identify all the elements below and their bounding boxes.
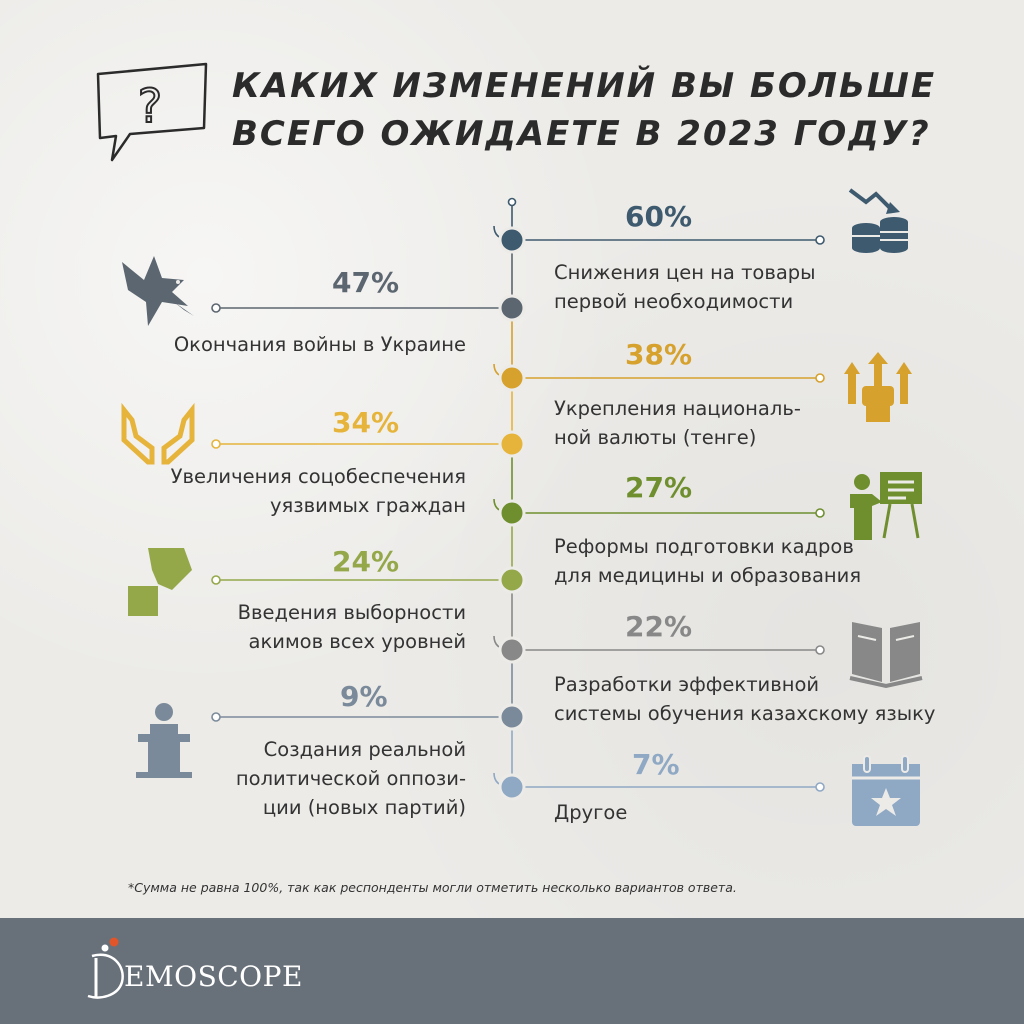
ballot-vote-icon	[128, 548, 192, 616]
value-node	[498, 636, 526, 664]
connector-end-cap	[815, 235, 825, 245]
teacher-board-icon	[850, 472, 922, 540]
page-title-line-2: ВСЕГО ОЖИДАЕТЕ В 2023 ГОДУ?	[232, 114, 931, 154]
category-label-line: Увеличения соцобеспечения	[170, 465, 466, 488]
value-label: 7%	[632, 748, 680, 781]
value-label: 24%	[332, 545, 400, 578]
category-label-line: для медицины и образования	[554, 564, 862, 587]
category-label-line: Реформы подготовки кадров	[554, 535, 854, 558]
category-label-line: первой необходимости	[554, 290, 794, 313]
category-label-line: ции (новых партий)	[262, 796, 466, 819]
category-label: Создания реальной политической оппози-ции…	[236, 735, 466, 822]
calendar-star-icon	[852, 755, 920, 826]
category-label-line: Укрепления националь-	[554, 397, 801, 420]
connector-end-cap	[211, 303, 221, 313]
page-title-line-1: КАКИХ ИЗМЕНЕНИЙ ВЫ БОЛЬШЕ	[232, 66, 937, 106]
coins-price-drop-icon	[848, 188, 908, 253]
value-node	[498, 703, 526, 731]
value-label: 38%	[625, 338, 693, 371]
demoscope-logo-mark	[87, 937, 124, 999]
category-label-line: Окончания войны в Украине	[173, 333, 466, 356]
podium-speaker-icon	[136, 703, 192, 778]
value-node	[498, 566, 526, 594]
svg-text:?: ?	[138, 79, 162, 133]
connector-end-cap	[815, 782, 825, 792]
strong-currency-icon	[844, 352, 912, 422]
category-label: Разработки эффективной системы обучения к…	[554, 670, 935, 728]
category-label-line: политической оппози-	[235, 767, 466, 790]
value-label: 34%	[332, 406, 400, 439]
value-label: 47%	[332, 266, 400, 299]
value-label: 22%	[625, 610, 693, 643]
connector-end-cap	[211, 712, 221, 722]
category-label-line: Создания реальной	[263, 738, 466, 761]
connector-end-cap	[211, 439, 221, 449]
value-node	[498, 430, 526, 458]
value-node	[498, 294, 526, 322]
value-node	[498, 226, 526, 254]
footnote: *Сумма не равна 100%, так как респондент…	[128, 880, 737, 895]
category-label: Окончания войны в Украине	[174, 330, 466, 359]
dove-of-peace-icon	[122, 256, 194, 326]
footer-bar	[0, 918, 1024, 1024]
category-label: Увеличения соцобеспечения уязвимых гражда…	[171, 462, 466, 520]
category-label-line: Снижения цен на товары	[554, 261, 816, 284]
question-bubble-icon: ?	[96, 62, 208, 162]
category-label-line: ной валюты (тенге)	[554, 426, 757, 449]
connector-end-cap	[815, 373, 825, 383]
category-label: Укрепления националь-ной валюты (тенге)	[554, 394, 801, 452]
category-label-line: Другое	[554, 801, 628, 824]
value-node	[498, 773, 526, 801]
value-node	[498, 499, 526, 527]
value-node	[498, 364, 526, 392]
connector-end-cap	[815, 508, 825, 518]
category-label: Введения выборности акимов всех уровней	[238, 598, 466, 656]
connector-end-cap	[815, 645, 825, 655]
category-label: Другое	[554, 798, 627, 827]
value-label: 60%	[625, 200, 693, 233]
category-label-line: уязвимых граждан	[270, 494, 466, 517]
category-label-line: системы обучения казахскому языку	[554, 702, 936, 725]
category-label-line: Введения выборности	[237, 601, 466, 624]
value-label: 9%	[340, 680, 388, 713]
connector-end-cap	[211, 575, 221, 585]
category-label: Снижения цен на товары первой необходимос…	[554, 258, 816, 316]
open-book-icon	[849, 622, 923, 689]
category-label-line: Разработки эффективной	[554, 673, 820, 696]
value-label: 27%	[625, 471, 693, 504]
spine-top-cap	[507, 197, 517, 207]
hands-heart-icon	[121, 402, 195, 465]
category-label: Реформы подготовки кадров для медицины и …	[554, 532, 861, 590]
category-label-line: акимов всех уровней	[248, 630, 466, 653]
demoscope-logo-text: EMOSCOPE	[124, 960, 303, 993]
chart-area	[211, 197, 825, 801]
